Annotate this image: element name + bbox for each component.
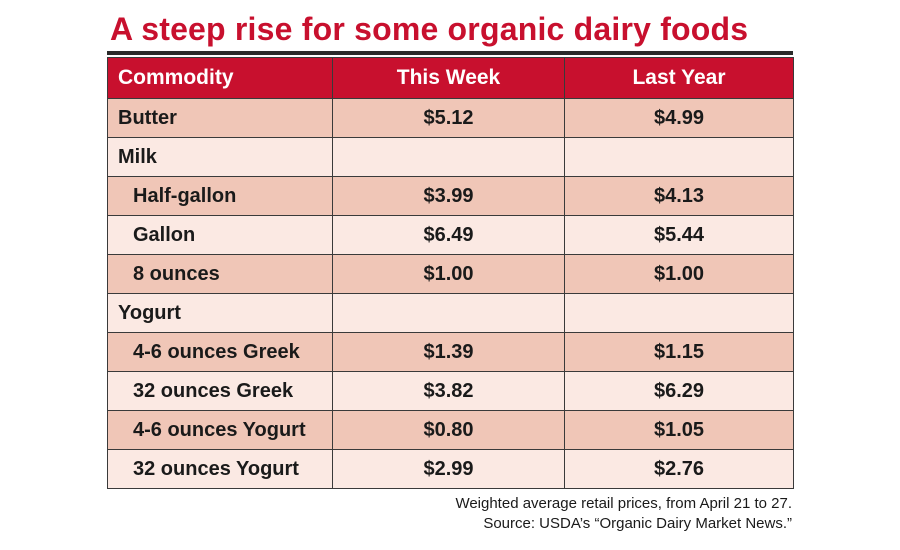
title-underline (107, 51, 793, 55)
table-row: Yogurt (107, 293, 794, 333)
table-row: Milk (107, 137, 794, 177)
last-year-cell: $4.99 (564, 98, 794, 138)
this-week-cell (332, 137, 565, 177)
this-week-cell: $2.99 (332, 449, 565, 489)
this-week-cell: $1.39 (332, 332, 565, 372)
commodity-cell: Milk (107, 137, 333, 177)
last-year-cell: $4.13 (564, 176, 794, 216)
this-week-cell: $3.99 (332, 176, 565, 216)
table-row: Butter $5.12 $4.99 (107, 98, 794, 138)
this-week-cell: $0.80 (332, 410, 565, 450)
commodity-cell: 32 ounces Yogurt (107, 449, 333, 489)
table-row: 32 ounces Yogurt $2.99 $2.76 (107, 449, 794, 489)
table-row: 8 ounces $1.00 $1.00 (107, 254, 794, 294)
header-this-week: This Week (332, 57, 565, 99)
header-last-year: Last Year (564, 57, 794, 99)
this-week-cell (332, 293, 565, 333)
price-table: Commodity This Week Last Year Butter $5.1… (107, 57, 794, 489)
last-year-cell: $2.76 (564, 449, 794, 489)
last-year-cell: $1.05 (564, 410, 794, 450)
header-commodity: Commodity (107, 57, 333, 99)
table-row: Gallon $6.49 $5.44 (107, 215, 794, 255)
this-week-cell: $3.82 (332, 371, 565, 411)
last-year-cell: $1.00 (564, 254, 794, 294)
commodity-cell: 8 ounces (107, 254, 333, 294)
chart-title: A steep rise for some organic dairy food… (110, 11, 749, 47)
table-row: 32 ounces Greek $3.82 $6.29 (107, 371, 794, 411)
commodity-cell: 32 ounces Greek (107, 371, 333, 411)
this-week-cell: $1.00 (332, 254, 565, 294)
table-body: Butter $5.12 $4.99 Milk Half-gallon $3.99 $4.1… (107, 98, 794, 489)
commodity-cell: 4-6 ounces Yogurt (107, 410, 333, 450)
footnote: Weighted average retail prices, from Apr… (455, 494, 792, 534)
header-row: Commodity This Week Last Year (107, 57, 794, 99)
commodity-cell: Butter (107, 98, 333, 138)
this-week-cell: $6.49 (332, 215, 565, 255)
table-header: Commodity This Week Last Year (107, 57, 794, 99)
last-year-cell: $5.44 (564, 215, 794, 255)
footnote-source: Source: USDA’s “Organic Dairy Market New… (483, 515, 792, 532)
commodity-cell: Yogurt (107, 293, 333, 333)
this-week-cell: $5.12 (332, 98, 565, 138)
table-row: 4-6 ounces Greek $1.39 $1.15 (107, 332, 794, 372)
commodity-cell: Half-gallon (107, 176, 333, 216)
last-year-cell (564, 137, 794, 177)
commodity-cell: 4-6 ounces Greek (107, 332, 333, 372)
table-row: Half-gallon $3.99 $4.13 (107, 176, 794, 216)
last-year-cell: $1.15 (564, 332, 794, 372)
commodity-cell: Gallon (107, 215, 333, 255)
table-row: 4-6 ounces Yogurt $0.80 $1.05 (107, 410, 794, 450)
footnote-line-1: Weighted average retail prices, from Apr… (455, 495, 792, 512)
last-year-cell: $6.29 (564, 371, 794, 411)
last-year-cell (564, 293, 794, 333)
